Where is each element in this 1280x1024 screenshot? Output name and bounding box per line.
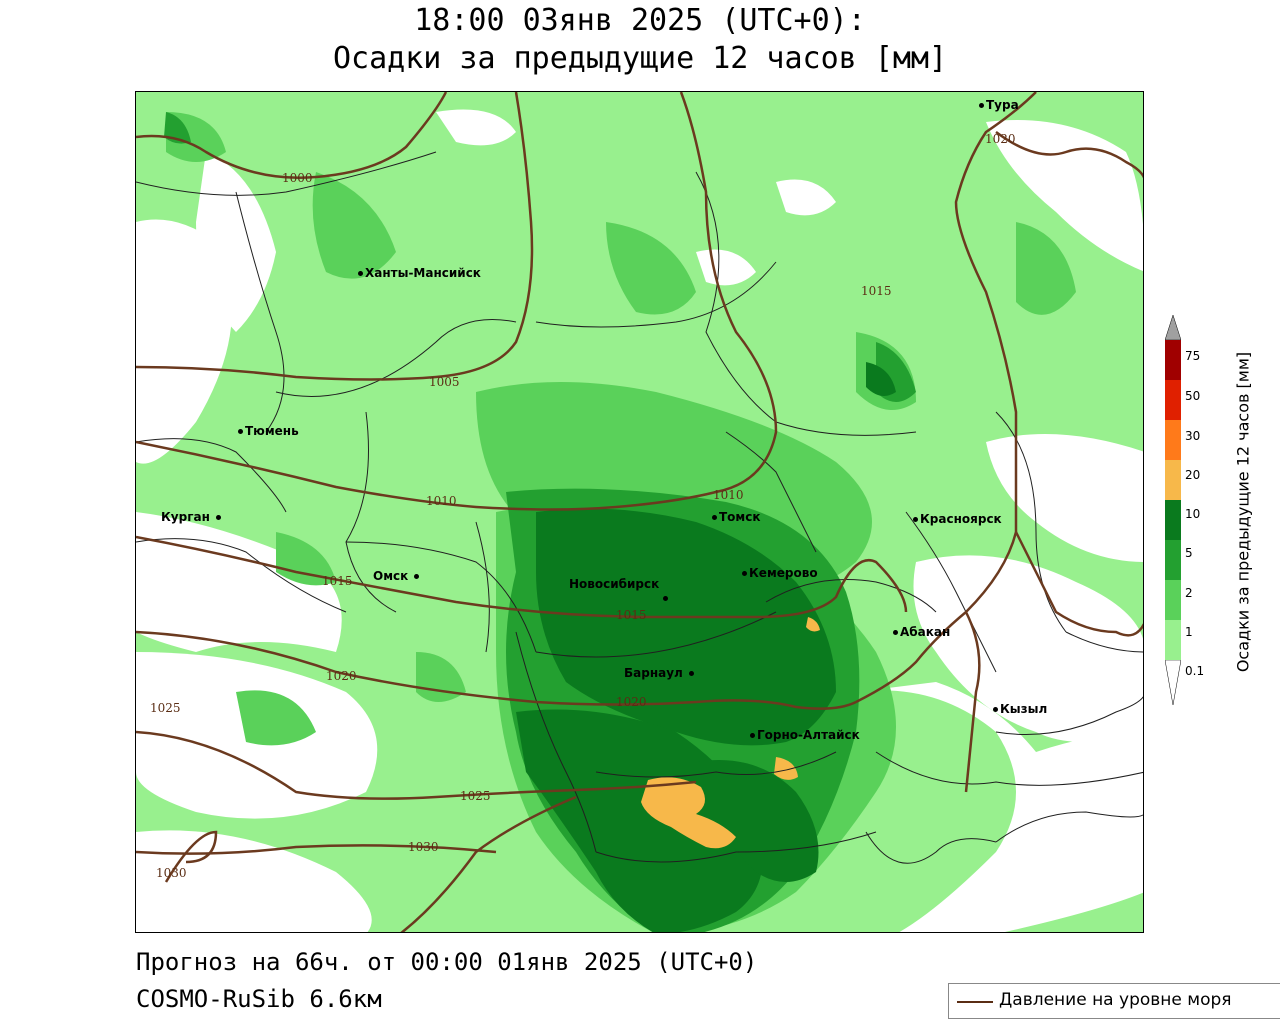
map-title: 18:00 03янв 2025 (UTC+0): xyxy=(414,3,866,38)
map-subtitle: Осадки за предыдущие 12 часов [мм] xyxy=(332,41,948,76)
isobar-label: 1015 xyxy=(861,284,892,298)
city-dot-icon xyxy=(993,707,998,712)
city-abakan: Абакан xyxy=(893,625,950,639)
city-tura: Тура xyxy=(979,98,1019,112)
model-name: COSMO-RuSib 6.6км xyxy=(136,985,382,1013)
colorbar-title: Осадки за предыдущие 12 часов [мм] xyxy=(1233,351,1253,673)
city-label: Томск xyxy=(719,510,761,524)
isobar-label: 1015 xyxy=(616,608,647,622)
isobar-label: 1025 xyxy=(150,701,181,715)
region-boundaries xyxy=(136,151,1143,864)
isobar-label: 1005 xyxy=(429,375,460,389)
precip-5-10-areas xyxy=(516,362,896,932)
no-precip-areas xyxy=(136,109,1143,932)
pressure-legend-label: Давление на уровне моря xyxy=(999,990,1232,1010)
precip-10-20-areas xyxy=(641,617,820,849)
isobar-label: 1020 xyxy=(985,132,1016,146)
colorbar-top-arrow-icon xyxy=(1165,315,1181,340)
isobar-label: 1030 xyxy=(156,866,187,880)
colorbar-segment-20-30 xyxy=(1165,420,1181,460)
colorbar-bottom-arrow-icon xyxy=(1165,660,1181,705)
city-dot-icon xyxy=(913,517,918,522)
isobar-label: 1010 xyxy=(426,494,457,508)
city-novosibirsk: Новосибирск xyxy=(569,577,659,591)
isobar-label: 1000 xyxy=(282,171,313,185)
colorbar-segment-30-50 xyxy=(1165,380,1181,420)
city-kurgan: Курган xyxy=(161,510,223,524)
city-kyzyl: Кызыл xyxy=(993,702,1047,716)
precip-colorbar xyxy=(1165,315,1181,710)
colorbar-segment-50-75 xyxy=(1165,340,1181,380)
city-label: Абакан xyxy=(900,625,951,639)
city-dot-icon xyxy=(663,596,668,601)
isobar-label: 1020 xyxy=(326,669,357,683)
city-tomsk: Томск xyxy=(712,510,761,524)
colorbar-segment-1-2 xyxy=(1165,580,1181,620)
city-barnaul: Барнаул xyxy=(624,666,696,680)
forecast-info: Прогноз на 66ч. от 00:00 01янв 2025 (UTC… xyxy=(136,948,758,976)
city-label: Барнаул xyxy=(624,666,683,680)
isobar-label: 1020 xyxy=(616,695,647,709)
colorbar-tick: 20 xyxy=(1185,468,1201,482)
pressure-legend: Давление на уровне моря xyxy=(948,983,1280,1019)
colorbar-segment-5-10 xyxy=(1165,500,1181,540)
isobar-label: 1025 xyxy=(460,789,491,803)
city-dot-icon xyxy=(712,515,717,520)
city-dot-icon xyxy=(893,630,898,635)
colorbar-tick: 10 xyxy=(1185,507,1201,521)
colorbar-tick: 50 xyxy=(1185,389,1201,403)
colorbar-segment-0.1-1 xyxy=(1165,620,1181,660)
city-dot-icon xyxy=(215,515,221,520)
colorbar-tick: 2 xyxy=(1185,586,1193,600)
isobar-label: 1010 xyxy=(713,488,744,502)
city-dot-icon xyxy=(358,271,363,276)
city-label: Новосибирск xyxy=(569,577,660,591)
city-tyumen: Тюмень xyxy=(238,424,299,438)
city-dot-icon xyxy=(414,574,420,579)
city-krasnoyarsk: Красноярск xyxy=(913,512,1002,526)
precipitation-map: Тура Ханты-Мансийск Тюмень Курган Омск Т… xyxy=(135,91,1144,933)
colorbar-segment-10-20 xyxy=(1165,460,1181,500)
city-dot-icon xyxy=(979,103,984,108)
isobar-label: 1015 xyxy=(322,574,353,588)
isobar-label: 1030 xyxy=(408,840,439,854)
city-label: Горно-Алтайск xyxy=(757,728,860,742)
colorbar-tick: 0.1 xyxy=(1185,664,1205,678)
colorbar-tick: 75 xyxy=(1185,349,1201,363)
colorbar-tick: 5 xyxy=(1185,546,1193,560)
city-label: Ханты-Мансийск xyxy=(365,266,481,280)
map-canvas xyxy=(136,92,1143,932)
city-gorno-altaysk: Горно-Алтайск xyxy=(750,728,860,742)
colorbar-segment-2-5 xyxy=(1165,540,1181,580)
city-dot-icon xyxy=(742,571,747,576)
city-label: Кемерово xyxy=(749,566,818,580)
city-label: Красноярск xyxy=(920,512,1002,526)
city-label: Кызыл xyxy=(1000,702,1048,716)
city-omsk: Омск xyxy=(373,569,421,583)
city-label: Тура xyxy=(986,98,1019,112)
city-dot-icon xyxy=(688,671,694,676)
city-novosibirsk-marker xyxy=(663,591,670,605)
city-label: Тюмень xyxy=(245,424,299,438)
city-label: Омск xyxy=(373,569,409,583)
colorbar-tick: 30 xyxy=(1185,429,1201,443)
isobars xyxy=(136,92,1143,932)
isobar-legend-line xyxy=(957,1001,993,1003)
city-kemerovo: Кемерово xyxy=(742,566,818,580)
city-label: Курган xyxy=(161,510,210,524)
colorbar-tick: 1 xyxy=(1185,625,1193,639)
city-dot-icon xyxy=(750,733,755,738)
city-dot-icon xyxy=(238,429,243,434)
city-khanty-mansiysk: Ханты-Мансийск xyxy=(358,266,481,280)
